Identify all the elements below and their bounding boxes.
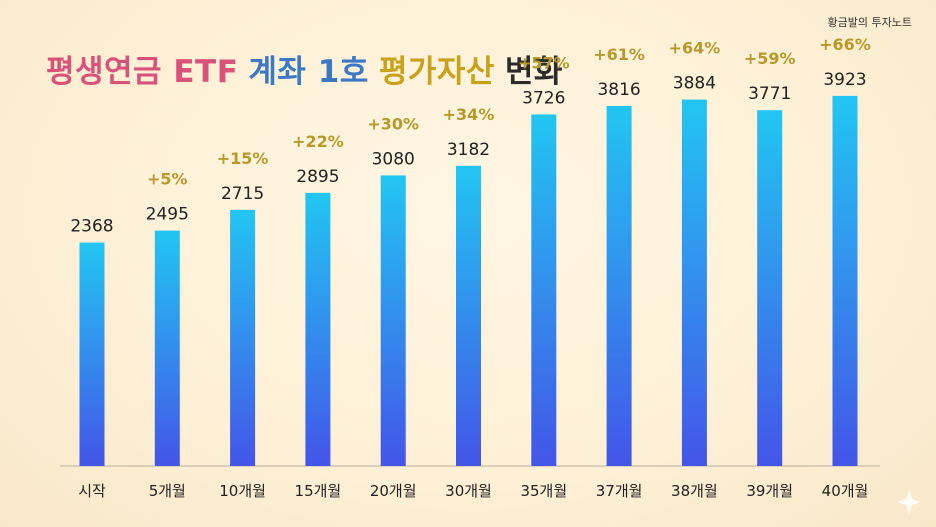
bar-value-label: 3884 — [673, 74, 716, 94]
change-percent-label: +57% — [518, 53, 570, 72]
change-percent-label: +64% — [669, 39, 721, 58]
bar — [606, 105, 632, 467]
x-tick-label: 시작 — [78, 482, 106, 500]
bar — [305, 192, 331, 466]
x-tick-label: 30개월 — [445, 482, 492, 500]
x-tick-label: 15개월 — [295, 482, 342, 500]
change-percent-label: +30% — [367, 114, 419, 133]
change-percent-label: +66% — [819, 35, 871, 54]
bar-value-label: 3771 — [748, 84, 791, 104]
bar — [832, 95, 858, 467]
title-part-2: 계좌 1호 — [248, 54, 369, 90]
bar-value-label: 2368 — [70, 217, 113, 237]
x-tick-label: 40개월 — [822, 482, 869, 500]
x-tick-label: 39개월 — [746, 482, 793, 500]
x-tick-label: 35개월 — [520, 482, 567, 500]
bar — [681, 99, 707, 467]
change-percent-label: +5% — [147, 170, 188, 189]
change-percent-label: +15% — [217, 149, 269, 168]
change-percent-label: +59% — [744, 49, 796, 68]
sparkle-icon — [897, 490, 921, 514]
x-tick-label: 20개월 — [370, 482, 417, 500]
bar — [531, 114, 557, 467]
title-part-4: 변화 — [504, 54, 563, 90]
bar — [79, 242, 105, 466]
bar-value-label: 2895 — [296, 167, 339, 187]
change-percent-label: +34% — [443, 105, 495, 124]
bar — [456, 165, 481, 466]
x-tick-label: 38개월 — [671, 482, 718, 500]
x-tick-label: 5개월 — [149, 482, 186, 500]
x-tick-label: 37개월 — [596, 482, 643, 500]
bar — [380, 175, 406, 466]
change-percent-label: +61% — [593, 45, 645, 64]
title-part-3: 평가자산 — [378, 54, 495, 90]
x-tick-label: 10개월 — [219, 482, 266, 500]
bar-value-label: 3182 — [447, 140, 490, 160]
bar — [230, 209, 256, 467]
change-percent-label: +22% — [292, 132, 344, 151]
bar — [757, 110, 783, 466]
bar-value-label: 3726 — [522, 88, 565, 108]
bar-value-label: 3080 — [372, 149, 415, 169]
bar-value-label: 3816 — [597, 80, 640, 100]
title-part-1: 평생연금 ETF — [46, 54, 239, 90]
bar-value-label: 2715 — [221, 184, 264, 204]
brand-label: 황금발의 투자노트 — [827, 16, 912, 29]
bar — [154, 230, 180, 466]
chart-title: 평생연금 ETF 계좌 1호 평가자산 변화 — [46, 46, 573, 91]
bar-value-label: 2495 — [146, 205, 189, 225]
bar-value-label: 3923 — [823, 70, 866, 90]
